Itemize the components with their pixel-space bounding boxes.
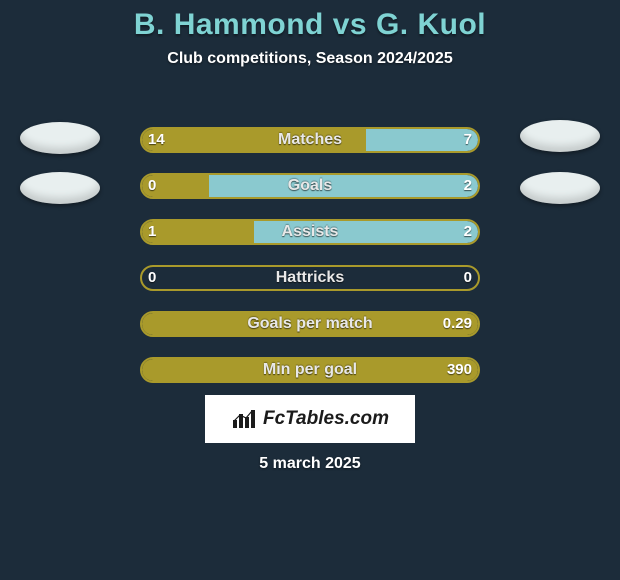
stat-row: Goals02 [0, 166, 620, 212]
bar-right-fill [366, 129, 478, 151]
title-vs: vs [333, 8, 367, 41]
logo-box: FcTables.com [205, 395, 415, 443]
stat-row: Min per goal390 [0, 350, 620, 396]
bar-right-fill [209, 175, 478, 197]
bar-track [140, 173, 480, 199]
bar-left-fill [142, 175, 209, 197]
stat-row: Goals per match0.29 [0, 304, 620, 350]
bar-track [140, 127, 480, 153]
bar-left-fill [142, 129, 366, 151]
stat-row: Matches147 [0, 120, 620, 166]
bar-track [140, 219, 480, 245]
comparison-infographic: B. Hammond vs G. Kuol Club competitions,… [0, 0, 620, 580]
bar-left-fill [142, 221, 254, 243]
bar-right-fill [254, 221, 478, 243]
bar-track [140, 357, 480, 383]
bar-track [140, 311, 480, 337]
date-text: 5 march 2025 [0, 455, 620, 473]
subtitle: Club competitions, Season 2024/2025 [0, 50, 620, 68]
stat-row: Hattricks00 [0, 258, 620, 304]
bar-track [140, 265, 480, 291]
title-player-left: B. Hammond [134, 8, 324, 41]
bar-left-fill [142, 359, 478, 381]
logo-text: FcTables.com [263, 408, 389, 430]
stat-row: Assists12 [0, 212, 620, 258]
page-title: B. Hammond vs G. Kuol [0, 0, 620, 42]
bars-chart-icon [231, 408, 257, 430]
bar-left-fill [142, 313, 478, 335]
title-player-right: G. Kuol [376, 8, 486, 41]
stat-rows: Matches147Goals02Assists12Hattricks00Goa… [0, 120, 620, 396]
